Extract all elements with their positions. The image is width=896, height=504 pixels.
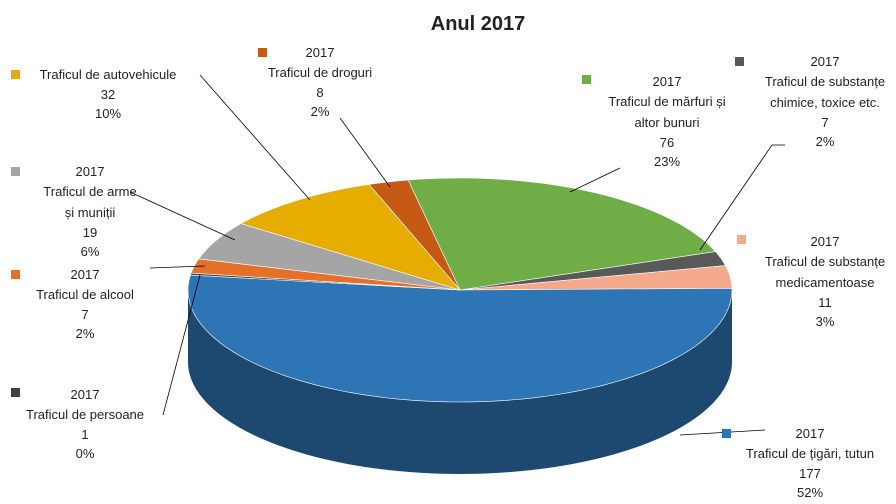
label-series: 2017 <box>306 45 335 60</box>
label-name: Traficul de persoane <box>26 407 144 422</box>
legend-marker <box>737 235 746 244</box>
label-percent: 10% <box>95 106 121 121</box>
legend-marker <box>11 270 20 279</box>
label-value: 1 <box>81 427 88 442</box>
label-value: 19 <box>83 225 97 240</box>
label-name: Traficul de arme și muniții <box>43 184 136 220</box>
leader-line <box>339 117 391 188</box>
slice <box>198 223 461 291</box>
label-value: 7 <box>81 307 88 322</box>
label-name: Traficul de droguri <box>268 65 372 80</box>
label-percent: 2% <box>311 104 330 119</box>
leader-line <box>199 74 311 201</box>
slice-side <box>188 290 732 474</box>
legend-marker <box>258 48 267 57</box>
legend-marker <box>582 75 591 84</box>
label-percent: 6% <box>81 244 100 259</box>
label-value: 11 <box>818 295 832 310</box>
label-percent: 0% <box>76 446 95 461</box>
slice <box>368 179 461 291</box>
label-series: 2017 <box>76 164 105 179</box>
legend-marker <box>735 57 744 66</box>
leader-line <box>129 191 236 241</box>
label-value: 7 <box>821 115 828 130</box>
label-series: 2017 <box>71 387 100 402</box>
label-percent: 52% <box>797 485 823 500</box>
label-name: Traficul de substanțe medicamentoase <box>765 254 885 290</box>
legend-marker <box>11 167 20 176</box>
slice <box>240 184 461 291</box>
label-percent: 2% <box>816 134 835 149</box>
slice <box>187 274 733 403</box>
leader-line <box>149 265 206 269</box>
slice <box>459 265 733 291</box>
label-value: 177 <box>799 466 821 481</box>
label-series: 2017 <box>71 267 100 282</box>
label-name: Traficul de țigări, tutun <box>746 446 874 461</box>
label-value: 76 <box>660 135 674 150</box>
label-percent: 3% <box>816 314 835 329</box>
label-percent: 2% <box>76 326 95 341</box>
legend-marker <box>11 388 20 397</box>
label-name: Traficul de alcool <box>36 287 134 302</box>
label-series: 2017 <box>796 426 825 441</box>
label-series: 2017 <box>811 54 840 69</box>
legend-marker <box>722 429 731 438</box>
label-name: Traficul de autovehicule <box>40 67 177 82</box>
chart-title: Anul 2017 <box>431 13 525 35</box>
slice <box>407 177 717 291</box>
label-value: 8 <box>316 85 323 100</box>
label-name: Traficul de substanțe chimice, toxice etc… <box>765 74 885 110</box>
label-percent: 23% <box>654 154 680 169</box>
legend-marker <box>11 70 20 79</box>
leader-line <box>699 144 785 251</box>
label-value: 32 <box>101 87 115 102</box>
leader-line <box>162 274 201 416</box>
label-name: Traficul de mărfuri și altor bunuri <box>608 94 725 130</box>
label-series: 2017 <box>811 234 840 249</box>
label-series: 2017 <box>653 74 682 89</box>
leader-line <box>569 167 621 193</box>
